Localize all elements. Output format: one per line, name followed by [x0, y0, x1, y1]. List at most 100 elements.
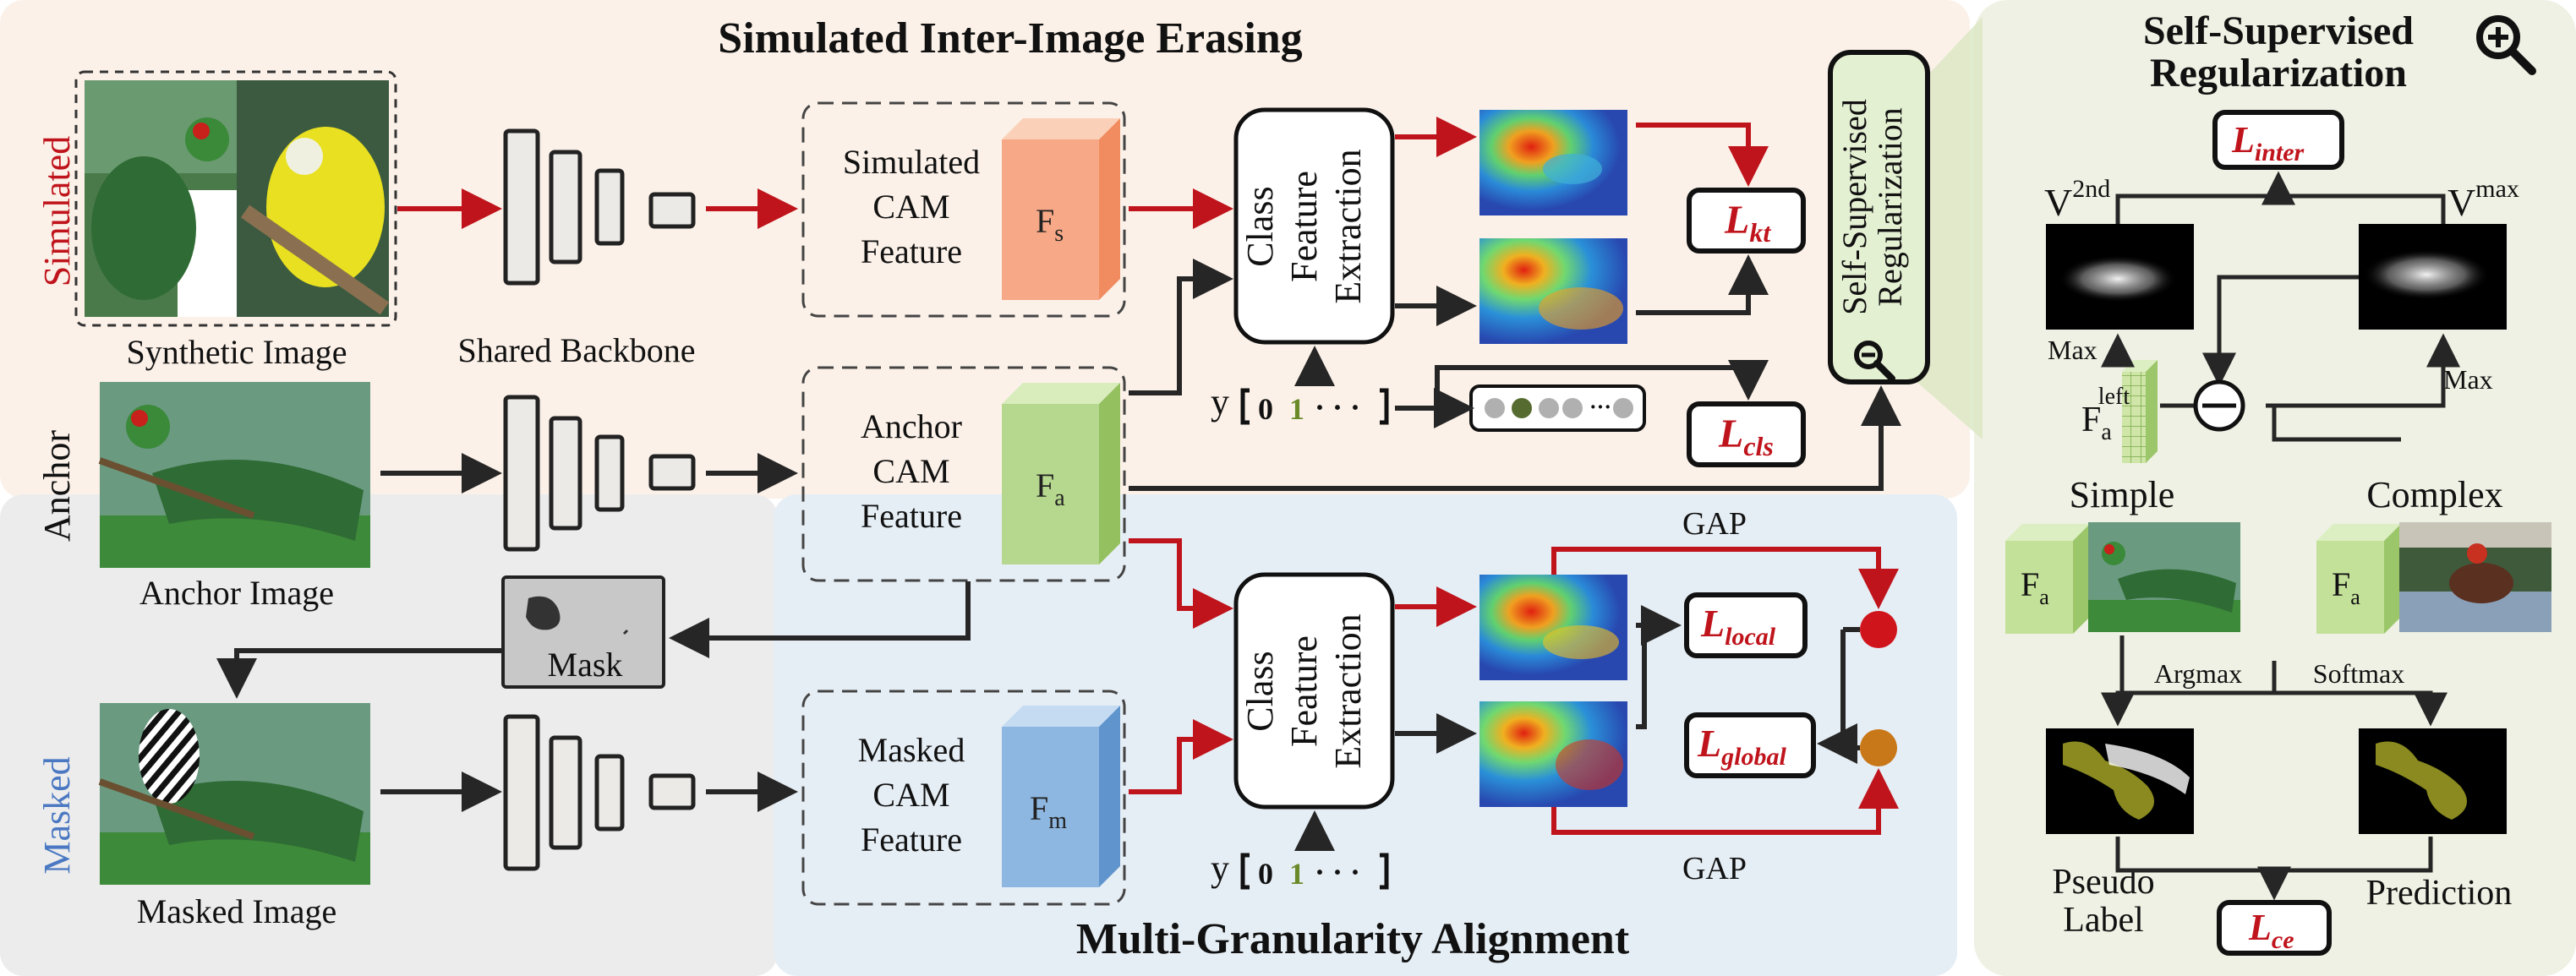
cfe-box-bottom: Class Feature Extraction — [1233, 572, 1395, 810]
anchor-feature-symbol: Fa — [1036, 466, 1065, 511]
backbone-bottom — [503, 714, 696, 871]
anchor-feature-line2: CAM — [872, 452, 949, 490]
sim-feature-line2: CAM — [872, 188, 949, 226]
heatmap-top-2 — [1479, 238, 1627, 344]
right-title-line2: Regularization — [2150, 51, 2407, 95]
label-vector-bottom-dots: · · · — [1315, 855, 1360, 889]
cfe-top-line2: Feature — [1283, 171, 1325, 282]
cfe-bottom-line1: Class — [1239, 651, 1281, 731]
caption-synthetic: Synthetic Image — [126, 333, 347, 371]
masked-feature-line3: Feature — [861, 821, 962, 859]
arrow-heatmaps-to-llocal — [1636, 605, 1682, 729]
loss-inter-box: Linter — [2212, 110, 2344, 170]
heatmap-top-1 — [1479, 110, 1627, 215]
magnifier-icon — [2476, 15, 2536, 75]
argmax-label: Argmax — [2154, 658, 2242, 689]
loss-global-box: Lglobal — [1684, 712, 1816, 778]
arrow-anchor-feature-to-cfe-bottom — [1129, 538, 1233, 629]
masked-image — [98, 703, 370, 885]
fa-complex-label: Fa — [2332, 565, 2360, 609]
bottom-title: Multi-Granularity Alignment — [1076, 915, 1630, 963]
v2nd-map — [2046, 224, 2194, 330]
prediction-label: Prediction — [2366, 874, 2513, 913]
prediction-dots: ··· — [1469, 384, 1646, 432]
arrow-to-prediction — [2414, 690, 2447, 727]
gap-bottom-label: GAP — [1682, 851, 1747, 886]
complex-label: Complex — [2366, 474, 2502, 515]
loss-ce-text: Lce — [2248, 907, 2294, 954]
arrow-mask-to-masked-image — [216, 648, 503, 699]
svg-text:···: ··· — [1589, 395, 1611, 419]
caption-anchor-image: Anchor Image — [139, 574, 334, 612]
fa-simple-label: Fa — [2021, 565, 2049, 609]
sim-feature-line3: Feature — [861, 232, 962, 270]
label-vector-bottom-v1: 1 — [1289, 857, 1304, 891]
cfe-top-line1: Class — [1239, 186, 1281, 266]
label-vector-top-dots: · · · — [1315, 390, 1360, 424]
max-right-label: Max — [2443, 364, 2493, 395]
loss-local-box: Llocal — [1684, 592, 1808, 658]
masked-feature-line1: Masked — [858, 731, 965, 769]
cfe-bottom-line2: Feature — [1283, 635, 1325, 747]
arrow-vmax-to-minus — [2202, 275, 2359, 387]
arrow-anchor-feature-to-mask — [669, 581, 971, 658]
arrow-heatmap-bottom-2-gap — [1551, 768, 1899, 835]
side-label-anchor: Anchor — [36, 430, 78, 542]
side-label-masked: Masked — [36, 756, 78, 874]
arrow-dots-to-lglobal — [1817, 630, 1857, 764]
cfe-top-line3: Extraction — [1327, 149, 1369, 303]
anchor-feature-cube — [1002, 383, 1120, 564]
simple-image — [2088, 522, 2240, 632]
fa-complex-cube — [2316, 524, 2401, 634]
top-title: Simulated Inter-Image Erasing — [718, 14, 1302, 63]
gap-dot-orange — [1860, 729, 1897, 766]
ssr-box: Self-Supervised Regularization — [1828, 50, 1930, 384]
loss-kt-text: Lkt — [1724, 198, 1771, 248]
arrow-heatmap-top-2-to-lkt — [1636, 254, 1769, 315]
link-minus-down — [2266, 403, 2401, 442]
masked-feature-box: Masked CAM Feature Fm — [801, 690, 1126, 906]
anchor-feature-box: Anchor CAM Feature Fa — [801, 366, 1126, 582]
masked-feature-cube — [1002, 706, 1120, 887]
simulated-feature-box: Simulated CAM Feature Fs — [801, 101, 1126, 318]
gap-dot-red — [1860, 611, 1897, 648]
loss-global-text: Lglobal — [1697, 722, 1786, 771]
loss-inter-text: Linter — [2231, 119, 2305, 166]
vmax-label: Vmax — [2447, 175, 2519, 224]
label-vector-bottom-v0: 0 — [1258, 857, 1273, 891]
sim-feature-line1: Simulated — [843, 143, 980, 181]
backbone-top — [503, 128, 696, 286]
max-left-label: Max — [2048, 335, 2097, 365]
arrow-heatmap-bottom-1-gap — [1551, 547, 1899, 609]
pseudo-label-map — [2046, 728, 2194, 834]
anchor-feature-line3: Feature — [861, 497, 962, 535]
backbone-middle — [503, 395, 696, 552]
side-label-simulated: Simulated — [36, 136, 78, 286]
label-vector-bottom: y 0 1 · · · — [1211, 848, 1389, 891]
arrow-anchor-feature-to-cfe-top — [1129, 259, 1233, 395]
caption-masked-image: Masked Image — [137, 892, 337, 930]
loss-cls-box: Lcls — [1687, 401, 1806, 467]
vmax-map — [2359, 224, 2507, 330]
v2nd-label: V2nd — [2044, 175, 2110, 224]
masked-feature-symbol: Fm — [1030, 789, 1067, 834]
gap-top-label: GAP — [1682, 506, 1747, 542]
caption-backbone: Shared Backbone — [457, 331, 695, 369]
label-vector-top-v0: 0 — [1258, 392, 1273, 426]
arrow-to-pseudo — [2101, 690, 2135, 727]
prediction-map — [2359, 728, 2507, 834]
top-band-background — [0, 0, 1970, 499]
label-vector-top-prefix: y — [1211, 381, 1229, 423]
anchor-image — [98, 382, 370, 568]
label-vector-top: y 0 1 · · · — [1211, 381, 1389, 426]
fa-simple-cube — [2005, 524, 2090, 634]
label-vector-bottom-prefix: y — [1211, 848, 1229, 889]
synthetic-image — [74, 70, 397, 327]
complex-image — [2399, 522, 2551, 632]
pseudo-label-line2: Label — [2063, 901, 2144, 940]
loss-cls-text: Lcls — [1718, 412, 1774, 461]
arrow-heatmap-top-1-to-lkt — [1636, 123, 1769, 187]
masked-feature-line2: CAM — [872, 776, 949, 814]
zoom-connector-shape — [1915, 17, 1983, 439]
